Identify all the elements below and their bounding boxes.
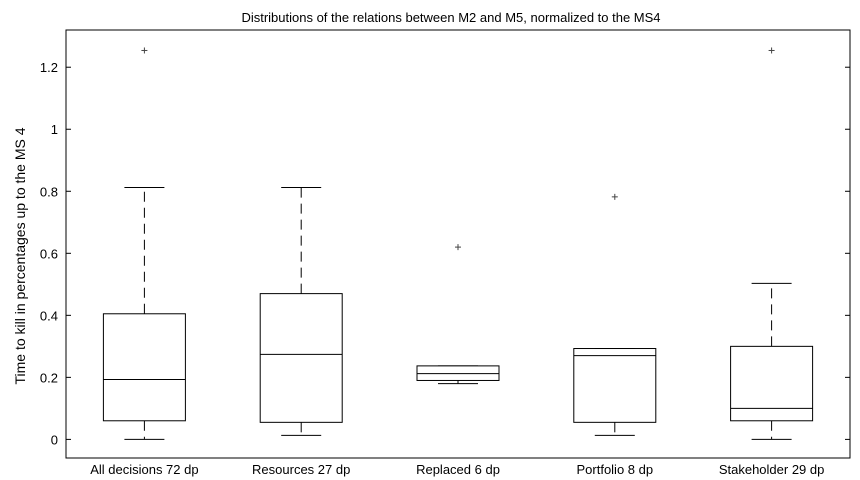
x-tick-label: Resources 27 dp: [252, 462, 350, 477]
x-axis: All decisions 72 dp Resources 27 dp Replac…: [90, 462, 824, 477]
y-tick-label: 0.6: [40, 246, 58, 261]
box-iqr: [259, 293, 343, 423]
y-tick-label: 1: [51, 122, 58, 137]
x-tick-label: All decisions 72 dp: [90, 462, 198, 477]
y-axis-label: Time to kill in percentages up to the MS…: [12, 127, 28, 384]
x-tick-label: Stakeholder 29 dp: [719, 462, 825, 477]
y-tick-label: 0.4: [40, 308, 58, 323]
y-tick-label: 1.2: [40, 60, 58, 75]
x-tick-label: Replaced 6 dp: [416, 462, 500, 477]
outlier-marker: [611, 193, 618, 200]
boxes-group: [102, 47, 814, 440]
x-tick-label: Portfolio 8 dp: [576, 462, 653, 477]
outlier-marker: [141, 47, 148, 54]
box-iqr: [730, 345, 814, 422]
y-tick-label: 0.2: [40, 370, 58, 385]
box-item: [573, 193, 657, 436]
outlier-marker: [455, 244, 461, 251]
box-item: [730, 47, 814, 440]
box-item: [259, 187, 343, 436]
chart-title: Distributions of the relations between M…: [241, 10, 660, 25]
y-axis: 0 0.2 0.4 0.6 0.8 1 1.2: [40, 60, 850, 447]
y-tick-label: 0.8: [40, 184, 58, 199]
box-iqr: [102, 313, 186, 422]
plot-area-frame: [65, 29, 851, 459]
box-iqr: [573, 348, 657, 423]
box-item: [416, 244, 500, 385]
y-tick-label: 0: [51, 432, 58, 447]
box-item: [102, 47, 186, 440]
outlier-marker: [768, 47, 775, 54]
